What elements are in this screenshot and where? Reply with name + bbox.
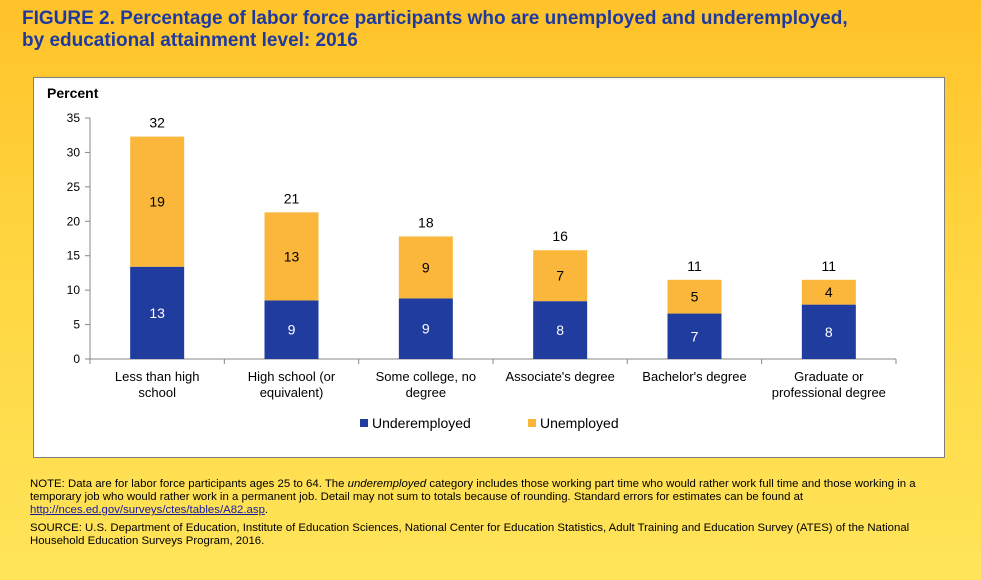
- x-category-label: professional degree: [772, 385, 886, 400]
- legend-label-underemployed: Underemployed: [372, 415, 471, 431]
- bar-unemployed: [130, 136, 185, 267]
- bar-underemployed: [801, 304, 856, 359]
- standard-errors-link[interactable]: http://nces.ed.gov/surveys/ctes/tables/A…: [30, 504, 265, 516]
- bar-underemployed: [264, 300, 319, 359]
- y-tick-label: 20: [67, 214, 81, 228]
- y-tick-label: 35: [67, 111, 81, 125]
- y-tick-label: 25: [67, 180, 81, 194]
- note-rest: category includes those working part tim…: [30, 478, 916, 503]
- y-tick-label: 5: [73, 318, 80, 332]
- data-label-underemployed: 8: [556, 322, 564, 338]
- note-italic: underemployed: [347, 478, 427, 490]
- total-label: 11: [822, 258, 837, 274]
- legend-swatch-underemployed: [360, 419, 368, 427]
- bar-underemployed: [398, 298, 453, 359]
- data-label-underemployed: 13: [149, 305, 165, 321]
- x-category-label: degree: [406, 385, 446, 400]
- x-category-label: Graduate or: [794, 369, 864, 384]
- data-label-unemployed: 5: [691, 289, 699, 305]
- data-label-unemployed: 13: [284, 248, 300, 264]
- data-label-unemployed: 19: [149, 194, 165, 210]
- bar-unemployed: [533, 250, 588, 302]
- chart-area: Percent 0 5 10 15 20 25 30 35 13 19 32 Less than hig…: [33, 77, 945, 458]
- legend-label-unemployed: Unemployed: [540, 415, 619, 431]
- figure-title-line1: FIGURE 2. Percentage of labor force part…: [22, 8, 848, 29]
- note-text: NOTE: Data are for labor force participa…: [30, 478, 955, 517]
- figure-title-line2: by educational attainment level: 2016: [22, 30, 358, 51]
- figure-notes: NOTE: Data are for labor force participa…: [30, 478, 955, 548]
- data-label-unemployed: 7: [556, 268, 564, 284]
- x-category-label: Less than high: [115, 369, 200, 384]
- y-tick-label: 0: [73, 352, 80, 366]
- total-label: 18: [418, 214, 434, 230]
- bar-underemployed: [533, 301, 588, 359]
- bar-underemployed: [130, 266, 185, 359]
- stacked-bar-chart: Percent 0 5 10 15 20 25 30 35 13 19 32 Less than hig…: [47, 85, 897, 431]
- y-tick-label: 30: [67, 145, 81, 159]
- x-category-label: school: [138, 385, 176, 400]
- figure-title: FIGURE 2. Percentage of labor force part…: [22, 8, 962, 52]
- total-label: 11: [687, 258, 702, 274]
- data-label-underemployed: 7: [691, 328, 699, 344]
- total-label: 21: [284, 190, 300, 206]
- data-label-underemployed: 9: [288, 322, 296, 338]
- bar-unemployed: [667, 279, 722, 314]
- y-axis-label: Percent: [47, 85, 99, 101]
- bar-unemployed: [801, 279, 856, 305]
- data-label-unemployed: 9: [422, 259, 430, 275]
- note-end: .: [264, 504, 269, 516]
- legend-swatch-unemployed: [528, 419, 536, 427]
- x-category-label: Bachelor's degree: [642, 369, 746, 384]
- x-category-label: Some college, no: [376, 369, 476, 384]
- data-label-underemployed: 8: [825, 324, 833, 340]
- data-label-underemployed: 9: [422, 321, 430, 337]
- data-label-unemployed: 4: [825, 284, 833, 300]
- x-category-label: equivalent): [260, 385, 324, 400]
- source-text: SOURCE: U.S. Department of Education, In…: [30, 522, 910, 547]
- total-label: 16: [552, 228, 568, 244]
- bar-underemployed: [667, 313, 722, 359]
- x-category-label: Associate's degree: [505, 369, 614, 384]
- bar-unemployed: [264, 212, 319, 301]
- total-label: 32: [149, 115, 165, 131]
- x-category-label: High school (or: [248, 369, 336, 384]
- bar-unemployed: [398, 236, 453, 299]
- y-tick-label: 15: [67, 249, 81, 263]
- y-tick-label: 10: [67, 283, 81, 297]
- note-prefix: NOTE: Data are for labor force participa…: [30, 478, 348, 490]
